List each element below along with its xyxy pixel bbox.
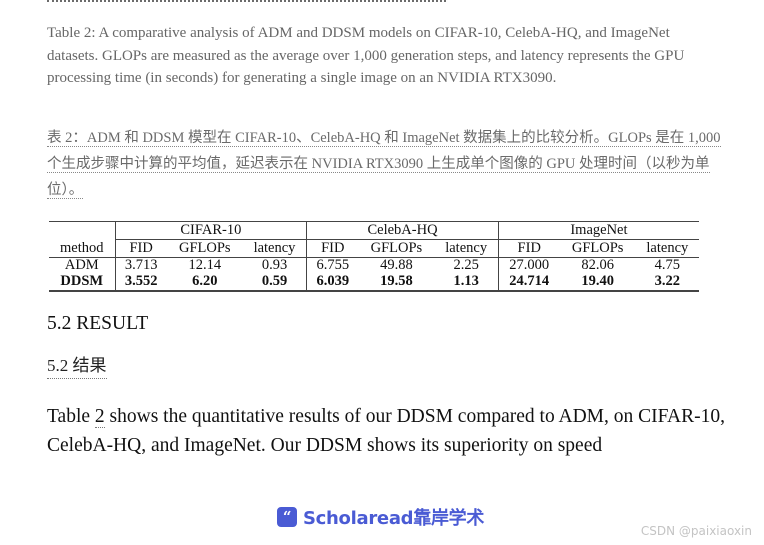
body-paragraph: Table 2 shows the quantitative results o…	[47, 402, 747, 460]
cell-value: 3.22	[635, 273, 699, 292]
cell-value: 27.000	[497, 257, 560, 273]
cell-value: 49.88	[380, 257, 413, 273]
col-header-latency: latency	[434, 239, 499, 258]
cell-method: ADM	[64, 257, 99, 273]
brand-name: Scholaread靠岸学术	[303, 508, 485, 529]
cell-value: 3.713	[114, 257, 167, 273]
cell-value: 0.59	[242, 273, 307, 292]
scholaread-logo: “ Scholaread靠岸学术	[277, 505, 484, 529]
top-divider	[47, 0, 446, 2]
col-header-fid: FID	[497, 239, 560, 258]
col-header-gflops: GFLOPs	[166, 239, 243, 258]
cell-value: 6.755	[306, 257, 359, 273]
table-reference-link[interactable]: 2	[94, 406, 105, 428]
table-caption-zh-text: 表 2：ADM 和 DDSM 模型在 CIFAR-10、CelebA-HQ 和 …	[47, 130, 721, 199]
col-header-method: method	[49, 239, 116, 258]
col-header-gflops: GFLOPs	[358, 239, 435, 258]
cell-value: 19.40	[559, 273, 636, 292]
table-row-ddsm: DDSM 3.552 6.20 0.59 6.039 19.58 1.13 24…	[49, 273, 699, 292]
cell-value: 24.714	[497, 273, 560, 292]
table-column-header-row: method FID GFLOPs latency FID GFLOPs lat…	[49, 239, 699, 258]
cell-value: 2.25	[453, 257, 479, 273]
col-header-fid: FID	[306, 239, 359, 258]
cell-method: DDSM	[49, 273, 116, 292]
table-corner-cell	[49, 221, 116, 240]
cell-value: 3.552	[114, 273, 167, 292]
col-header-gflops: GFLOPs	[559, 239, 636, 258]
cell-value: 4.75	[654, 257, 681, 273]
col-header-latency: latency	[635, 239, 699, 258]
results-table: CIFAR-10 CelebA-HQ ImageNet method FID G…	[49, 221, 699, 292]
group-cifar10: CIFAR-10	[114, 221, 307, 240]
csdn-watermark: CSDN @paixiaoxin	[640, 524, 752, 538]
section-heading-en: 5.2 RESULT	[47, 313, 149, 334]
quote-icon: “	[277, 507, 297, 527]
section-heading-zh: 5.2 结果	[47, 354, 107, 379]
cell-value: 12.14	[188, 257, 222, 273]
table-caption-zh: 表 2：ADM 和 DDSM 模型在 CIFAR-10、CelebA-HQ 和 …	[47, 125, 727, 203]
table-row-adm: ADM 3.713 12.14 0.93 6.755 49.88 2.25 27…	[49, 257, 699, 273]
cell-value: 6.039	[306, 273, 359, 292]
cell-value: 82.06	[581, 257, 614, 273]
cell-value: 0.93	[261, 257, 288, 273]
col-header-latency: latency	[242, 239, 307, 258]
col-header-fid: FID	[114, 239, 167, 258]
body-text-pre: Table	[47, 406, 95, 427]
cell-value: 19.58	[358, 273, 435, 292]
group-imagenet: ImageNet	[497, 221, 699, 240]
cell-value: 1.13	[434, 273, 499, 292]
group-celeba-hq: CelebA-HQ	[306, 221, 499, 240]
table-group-header-row: CIFAR-10 CelebA-HQ ImageNet	[49, 221, 699, 240]
body-text-post: shows the quantitative results of our DD…	[47, 406, 725, 456]
table-caption-en: Table 2: A comparative analysis of ADM a…	[47, 25, 685, 86]
cell-value: 6.20	[166, 273, 243, 292]
